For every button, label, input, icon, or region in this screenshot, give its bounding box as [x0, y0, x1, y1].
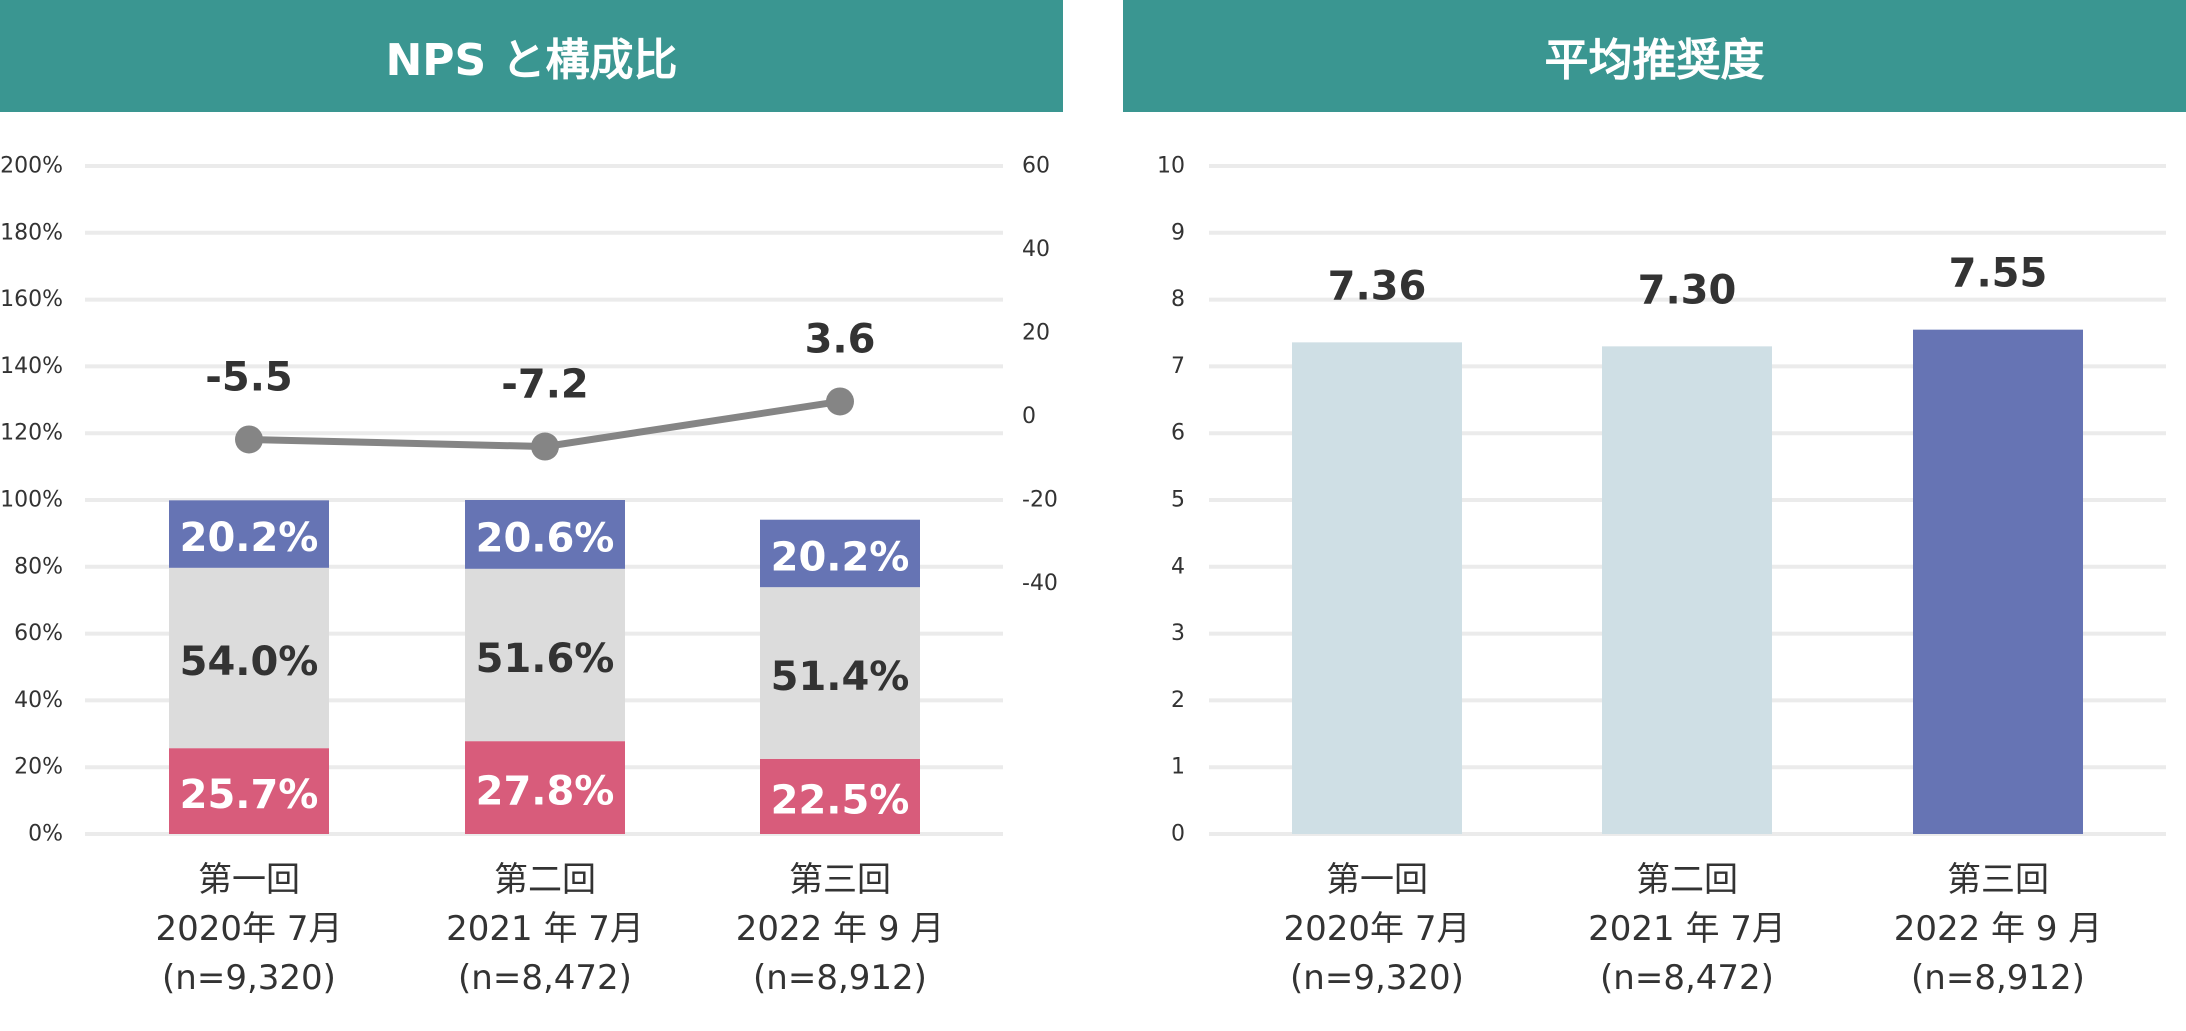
- y-tick-label: 60%: [14, 621, 63, 646]
- y-tick-label: 2: [1171, 688, 1185, 713]
- y2-tick-label: 60: [1022, 154, 1050, 179]
- avg-panel-title: 平均推奨度: [1123, 0, 2186, 112]
- y-tick-label: 80%: [14, 554, 63, 579]
- nps-panel-title: NPS と構成比: [0, 0, 1063, 112]
- y-tick-label: 180%: [0, 220, 63, 245]
- segment-data-label: 20.6%: [476, 515, 615, 561]
- y-tick-label: 9: [1171, 220, 1185, 245]
- y-tick-label: 3: [1171, 621, 1185, 646]
- x-category-label: 2022 年 9 月: [736, 909, 945, 949]
- nps-point: [531, 432, 559, 461]
- segment-data-label: 22.5%: [771, 777, 910, 823]
- x-category-label: 2020年 7月: [156, 909, 343, 949]
- x-category-label: (n=8,472): [458, 958, 632, 998]
- y2-tick-label: 20: [1022, 321, 1050, 346]
- segment-data-label: 25.7%: [180, 772, 319, 818]
- y2-tick-label: 40: [1022, 237, 1050, 262]
- y-tick-label: 40%: [14, 688, 63, 713]
- stacked-bar-segment: [465, 741, 625, 834]
- y-tick-label: 140%: [0, 354, 63, 379]
- segment-data-label: 51.4%: [771, 654, 910, 700]
- y-tick-label: 6: [1171, 421, 1185, 446]
- y-tick-label: 0%: [28, 822, 63, 847]
- segment-data-label: 51.6%: [476, 636, 615, 682]
- y-tick-label: 8: [1171, 287, 1185, 312]
- avg-bar: [1602, 346, 1772, 834]
- x-category-label: 第三回: [1947, 860, 2049, 900]
- segment-data-label: 20.2%: [180, 515, 319, 561]
- nps-point: [235, 425, 263, 454]
- stacked-bar-segment: [760, 519, 920, 588]
- y2-tick-label: -20: [1022, 488, 1058, 513]
- x-category-label: 第二回: [1636, 860, 1738, 900]
- y-tick-label: 5: [1171, 488, 1185, 513]
- x-category-label: (n=9,320): [1290, 958, 1464, 998]
- avg-data-label: 7.55: [1949, 251, 2048, 297]
- stacked-bar-segment: [465, 500, 625, 569]
- y-tick-label: 0: [1171, 822, 1185, 847]
- y2-tick-label: 0: [1022, 404, 1036, 429]
- nps-data-label: 3.6: [805, 316, 876, 362]
- x-category-label: 第二回: [494, 860, 596, 900]
- avg-bar: [1292, 342, 1462, 834]
- x-category-label: (n=8,472): [1600, 958, 1774, 998]
- stacked-bar-segment: [760, 758, 920, 834]
- y-tick-label: 120%: [0, 421, 63, 446]
- nps-data-label: -5.5: [205, 354, 292, 400]
- x-category-label: 2020年 7月: [1284, 909, 1471, 949]
- y-tick-label: 4: [1171, 554, 1185, 579]
- avg-data-label: 7.36: [1328, 263, 1427, 309]
- stacked-bar-segment: [169, 748, 329, 834]
- x-category-label: (n=9,320): [162, 958, 336, 998]
- y2-tick-label: -40: [1022, 571, 1058, 596]
- y-tick-label: 7: [1171, 354, 1185, 379]
- y-tick-label: 200%: [0, 154, 63, 179]
- x-category-label: 第三回: [789, 860, 891, 900]
- avg-data-label: 7.30: [1638, 267, 1737, 313]
- nps-point: [826, 387, 854, 416]
- x-category-label: 2021 年 7月: [1588, 909, 1786, 949]
- x-category-label: 2022 年 9 月: [1894, 909, 2103, 949]
- y-tick-label: 1: [1171, 755, 1185, 780]
- nps-data-label: -7.2: [501, 362, 588, 408]
- y-tick-label: 20%: [14, 755, 63, 780]
- x-category-label: 第一回: [198, 860, 300, 900]
- y-tick-label: 100%: [0, 488, 63, 513]
- stacked-bar-segment: [169, 500, 329, 568]
- x-category-label: (n=8,912): [753, 958, 927, 998]
- x-category-label: (n=8,912): [1911, 958, 2085, 998]
- stacked-bar-segment: [760, 587, 920, 759]
- x-category-label: 第一回: [1326, 860, 1428, 900]
- y-tick-label: 10: [1157, 154, 1185, 179]
- stacked-bar-segment: [169, 567, 329, 749]
- y-tick-label: 160%: [0, 287, 63, 312]
- segment-data-label: 54.0%: [180, 639, 319, 685]
- segment-data-label: 20.2%: [771, 534, 910, 580]
- segment-data-label: 27.8%: [476, 769, 615, 815]
- x-category-label: 2021 年 7月: [446, 909, 644, 949]
- stacked-bar-segment: [465, 568, 625, 742]
- avg-bar: [1913, 329, 2083, 834]
